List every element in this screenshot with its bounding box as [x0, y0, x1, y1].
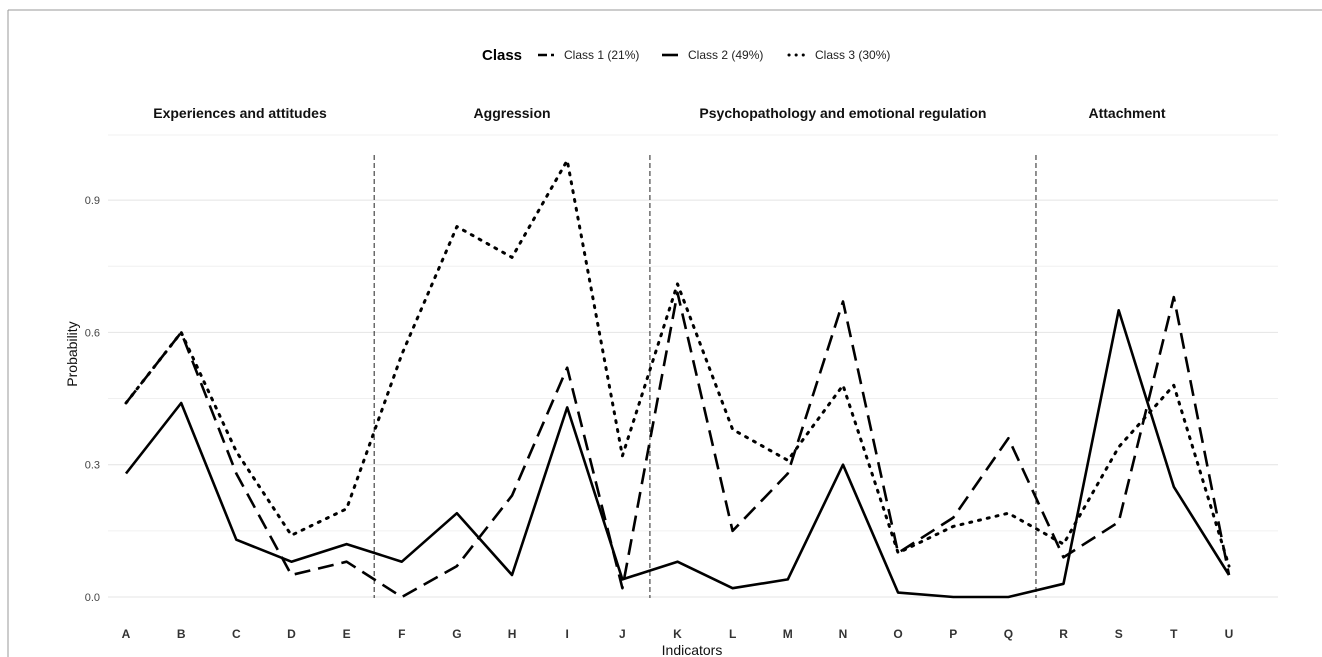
- legend: Class Class 1 (21%) Class 2 (49%) Class 3 …: [482, 47, 890, 64]
- grid-layer: [108, 134, 1278, 598]
- section-label: Experiences and attitudes: [153, 105, 327, 121]
- x-tick-label: D: [287, 627, 296, 641]
- x-tick-label: H: [508, 627, 517, 641]
- x-tick-label: B: [177, 627, 186, 641]
- x-tick-label: M: [783, 627, 793, 641]
- x-tick-label: F: [398, 627, 405, 641]
- y-tick-label: 0.3: [85, 460, 100, 472]
- x-tick-label: S: [1115, 627, 1123, 641]
- y-tick-label: 0.6: [85, 327, 100, 339]
- x-tick-label: L: [729, 627, 736, 641]
- x-tick-label: N: [839, 627, 848, 641]
- y-tick-label: 0.0: [85, 592, 100, 604]
- section-label: Psychopathology and emotional regulation: [699, 105, 986, 121]
- series-layer: [124, 158, 1231, 599]
- x-tick-labels: A B C D E F G H I J K L M N O P Q R S T U: [122, 627, 1234, 641]
- section-labels: Experiences and attitudes Aggression Psych…: [153, 105, 1166, 121]
- x-tick-label: K: [673, 627, 682, 641]
- section-dividers: [373, 155, 1037, 598]
- x-tick-label: J: [619, 627, 626, 641]
- x-tick-label: C: [232, 627, 241, 641]
- x-tick-label: A: [122, 627, 131, 641]
- x-tick-label: U: [1225, 627, 1234, 641]
- x-tick-label: T: [1170, 627, 1178, 641]
- legend-title: Class: [482, 47, 522, 64]
- y-tick-labels: 0.0 0.3 0.6 0.9: [85, 195, 100, 604]
- x-axis-title: Indicators: [662, 642, 723, 657]
- section-label: Aggression: [474, 105, 551, 121]
- legend-label: Class 1 (21%): [564, 48, 639, 62]
- series-line-dotted: [124, 158, 1231, 568]
- x-tick-label: R: [1059, 627, 1068, 641]
- series-line-dashed: [124, 291, 1231, 599]
- section-label: Attachment: [1088, 105, 1165, 121]
- legend-label: Class 2 (49%): [688, 48, 763, 62]
- x-tick-label: Q: [1004, 627, 1013, 641]
- series-line-solid: [124, 308, 1231, 599]
- x-tick-label: O: [893, 627, 902, 641]
- x-tick-label: P: [949, 627, 957, 641]
- legend-label: Class 3 (30%): [815, 48, 890, 62]
- legend-items: Class 1 (21%) Class 2 (49%) Class 3 (30%): [538, 48, 890, 62]
- y-tick-label: 0.9: [85, 195, 100, 207]
- x-tick-label: I: [566, 627, 569, 641]
- y-axis-title: Probability: [64, 321, 80, 386]
- x-tick-label: E: [343, 627, 351, 641]
- x-tick-label: G: [452, 627, 461, 641]
